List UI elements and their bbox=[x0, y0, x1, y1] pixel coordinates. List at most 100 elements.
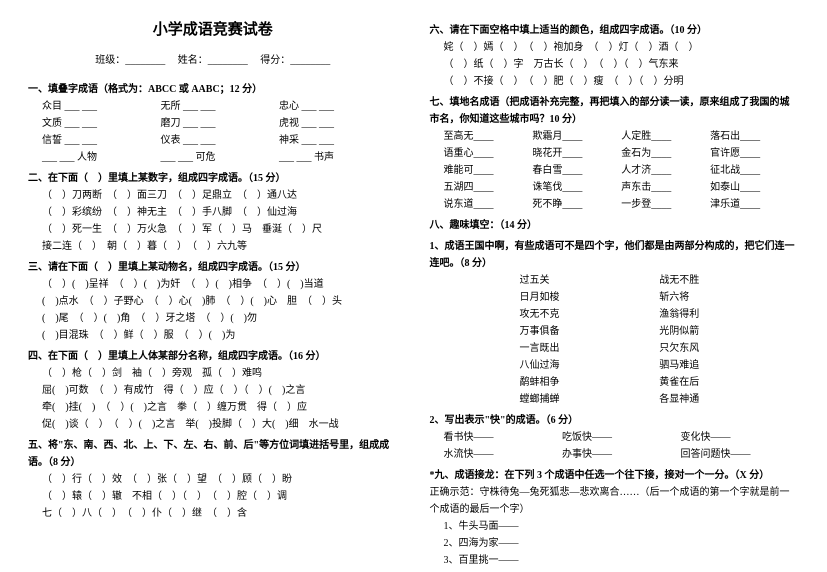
s3-body: （ ）( )呈祥 （ ）( )为奸 （ ）( )相争 （ ）( )当道 ( )点… bbox=[28, 276, 398, 344]
c: 虎视 ___ ___ bbox=[279, 115, 398, 132]
c: 各显神通 bbox=[659, 391, 799, 408]
c: 磨刀 ___ ___ bbox=[161, 115, 280, 132]
c: 水流快—— bbox=[444, 446, 563, 463]
c: 无所 ___ ___ bbox=[161, 98, 280, 115]
left-column: 小学成语竞赛试卷 班级：________ 姓名：________ 得分：____… bbox=[28, 18, 398, 554]
s5-body: （ ）行（ ）效 （ ）张（ ）望 （ ）顾（ ）盼 （ ）辕（ ）辙 不相（ … bbox=[28, 471, 398, 522]
right-column: 六、请在下面空格中填上适当的颜色，组成四字成语。（10 分） 姹（ ）嫣（ ） … bbox=[430, 18, 800, 554]
c: 文质 ___ ___ bbox=[42, 115, 161, 132]
c: 八仙过海 bbox=[520, 357, 660, 374]
s8-head: 八、趣味填空：（14 分） bbox=[430, 217, 800, 234]
name-label: 姓名： bbox=[178, 55, 208, 66]
c: 驷马难追 bbox=[659, 357, 799, 374]
c: 金石为____ bbox=[621, 145, 710, 162]
c: 黄雀在后 bbox=[659, 374, 799, 391]
c: 死不睁____ bbox=[532, 196, 621, 213]
s8-sub2: 2、写出表示"快"的成语。（6 分） bbox=[430, 412, 800, 429]
c: 晓花开____ bbox=[532, 145, 621, 162]
r: （ ）辕（ ）辙 不相（ ）（ ） （ ）腔（ ）调 bbox=[42, 488, 398, 505]
c: 一言既出 bbox=[520, 340, 660, 357]
c: 难能可____ bbox=[444, 162, 533, 179]
c: 语重心____ bbox=[444, 145, 533, 162]
s6-body: 姹（ ）嫣（ ） （ ）袍加身 （ ）灯（ ）酒（ ） （ ）纸（ ）字 万古长… bbox=[430, 39, 800, 90]
c: 斩六将 bbox=[659, 289, 799, 306]
r: 姹（ ）嫣（ ） （ ）袍加身 （ ）灯（ ）酒（ ） bbox=[444, 39, 800, 56]
item: 1、牛头马面—— bbox=[444, 518, 800, 535]
s1-body: 众目 ___ ___无所 ___ ___忠心 ___ ___ 文质 ___ __… bbox=[28, 98, 398, 166]
s7-head: 七、填地名成语（把成语补充完整，再把填入的部分读一读，原来组成了我国的城市名，你… bbox=[430, 94, 800, 128]
c: ___ ___ 可危 bbox=[161, 149, 280, 166]
c: 人定胜____ bbox=[621, 128, 710, 145]
s4-head: 四、在下面（ ）里填上人体某部分名称，组成四字成语。（16 分） bbox=[28, 348, 398, 365]
c: 忠心 ___ ___ bbox=[279, 98, 398, 115]
c: 征北战____ bbox=[710, 162, 799, 179]
s8-pairs: 过五关战无不胜 日月如梭斩六将 攻无不克渔翁得利 万事俱备光阴似箭 一言既出只欠… bbox=[430, 272, 800, 408]
c: 欺霜月____ bbox=[532, 128, 621, 145]
s8-sub1: 1、成语王国中啊，有些成语可不是四个字，他们都是由两部分构成的，把它们连一连吧。… bbox=[430, 238, 800, 272]
s2-head: 二、在下面（ ）里填上某数字，组成四字成语。（15 分） bbox=[28, 170, 398, 187]
c: 过五关 bbox=[520, 272, 660, 289]
s6-head: 六、请在下面空格中填上适当的颜色，组成四字成语。（10 分） bbox=[430, 22, 800, 39]
c: 官许愿____ bbox=[710, 145, 799, 162]
c: 五湖四____ bbox=[444, 179, 533, 196]
c: 攻无不克 bbox=[520, 306, 660, 323]
c: 螳螂捕蝉 bbox=[520, 391, 660, 408]
c: 渔翁得利 bbox=[659, 306, 799, 323]
score-label: 得分： bbox=[260, 55, 290, 66]
r: （ ）死一生 （ ）万火急 （ ）军（ ）马 垂涎（ ）尺 bbox=[42, 221, 398, 238]
r: （ ）枪（ ）剑 袖（ ）旁观 孤（ ）难鸣 bbox=[42, 365, 398, 382]
c: 鹬蚌相争 bbox=[520, 374, 660, 391]
page-title: 小学成语竞赛试卷 bbox=[28, 18, 398, 44]
s4-body: （ ）枪（ ）剑 袖（ ）旁观 孤（ ）难鸣 屈( )可数 （ ）有成竹 得（ … bbox=[28, 365, 398, 433]
c: 至高无____ bbox=[444, 128, 533, 145]
c: 日月如梭 bbox=[520, 289, 660, 306]
c: 诛笔伐____ bbox=[532, 179, 621, 196]
c: 声东击____ bbox=[621, 179, 710, 196]
s8-fast: 看书快——吃饭快——变化快—— 水流快——办事快——回答问题快—— bbox=[430, 429, 800, 463]
c: 仪表 ___ ___ bbox=[161, 132, 280, 149]
c: ___ ___ 人物 bbox=[42, 149, 161, 166]
c: 一步登____ bbox=[621, 196, 710, 213]
r: ( )点水 （ ）子野心 （ ）心( )肺 （ ）( )心 胆 （ ）头 bbox=[42, 293, 398, 310]
r: 促( )谈（ ） （ ）( )之言 举( )投脚（ ）大( )细 水一战 bbox=[42, 416, 398, 433]
r: 接二连（ ） 朝（ ）暮（ ） （ ）六九等 bbox=[42, 238, 398, 255]
header-line: 班级：________ 姓名：________ 得分：________ bbox=[28, 52, 398, 69]
r: （ ）不接（ ） （ ）肥（ ）瘦 （ ）（ ）分明 bbox=[444, 73, 800, 90]
r: （ ）刀两断 （ ）面三刀 （ ）足鼎立 （ ）通八达 bbox=[42, 187, 398, 204]
r: ( )尾 （ ）( )角 （ ）牙之塔 （ ）( )勿 bbox=[42, 310, 398, 327]
c: 回答问题快—— bbox=[681, 446, 800, 463]
c: 变化快—— bbox=[681, 429, 800, 446]
s9-note: 正确示范：守株待兔—兔死狐悲—悲欢离合……（后一个成语的第一个字就是前一个成语的… bbox=[430, 484, 800, 518]
c: 神采 ___ ___ bbox=[279, 132, 398, 149]
c: 只欠东风 bbox=[659, 340, 799, 357]
s9-items: 1、牛头马面—— 2、四海为家—— 3、百里挑一—— bbox=[430, 518, 800, 569]
r: （ ）行（ ）效 （ ）张（ ）望 （ ）顾（ ）盼 bbox=[42, 471, 398, 488]
s1-head: 一、填叠字成语（格式为：ABCC 或 AABC；12 分） bbox=[28, 81, 398, 98]
c: 万事俱备 bbox=[520, 323, 660, 340]
r: （ ）( )呈祥 （ ）( )为奸 （ ）( )相争 （ ）( )当道 bbox=[42, 276, 398, 293]
item: 2、四海为家—— bbox=[444, 535, 800, 552]
s9-head: *九、成语接龙：在下列 3 个成语中任选一个往下接，接对一个一分。（X 分） bbox=[430, 467, 800, 484]
s2-body: （ ）刀两断 （ ）面三刀 （ ）足鼎立 （ ）通八达 （ ）彩缤纷 （ ）神无… bbox=[28, 187, 398, 255]
c: 说东道____ bbox=[444, 196, 533, 213]
c: 吃饭快—— bbox=[562, 429, 681, 446]
c: 如泰山____ bbox=[710, 179, 799, 196]
s3-head: 三、请在下面（ ）里填上某动物名，组成四字成语。（15 分） bbox=[28, 259, 398, 276]
r: （ ）彩缤纷 （ ）神无主 （ ）手八脚 （ ）仙过海 bbox=[42, 204, 398, 221]
c: 光阴似箭 bbox=[659, 323, 799, 340]
c: 津乐道____ bbox=[710, 196, 799, 213]
r: 牵( )挂( ) （ ）( )之言 拳（ ）缠万贯 得（ ）应 bbox=[42, 399, 398, 416]
r: 屈( )可数 （ ）有成竹 得（ ）应（ ）（ ）( )之言 bbox=[42, 382, 398, 399]
c: 办事快—— bbox=[562, 446, 681, 463]
c: 战无不胜 bbox=[659, 272, 799, 289]
c: 信誓 ___ ___ bbox=[42, 132, 161, 149]
c: ___ ___ 书声 bbox=[279, 149, 398, 166]
s5-head: 五、将"东、南、西、北、上、下、左、右、前、后"等方位词填进括号里，组成成语。（… bbox=[28, 437, 398, 471]
r: ( )目混珠 （ ）鲜（ ）服 （ ）( )为 bbox=[42, 327, 398, 344]
class-label: 班级： bbox=[95, 55, 125, 66]
r: （ ）纸（ ）字 万古长（ ） （ ）（ ）气东来 bbox=[444, 56, 800, 73]
c: 春白雪____ bbox=[532, 162, 621, 179]
item: 3、百里挑一—— bbox=[444, 552, 800, 569]
c: 看书快—— bbox=[444, 429, 563, 446]
c: 人才济____ bbox=[621, 162, 710, 179]
